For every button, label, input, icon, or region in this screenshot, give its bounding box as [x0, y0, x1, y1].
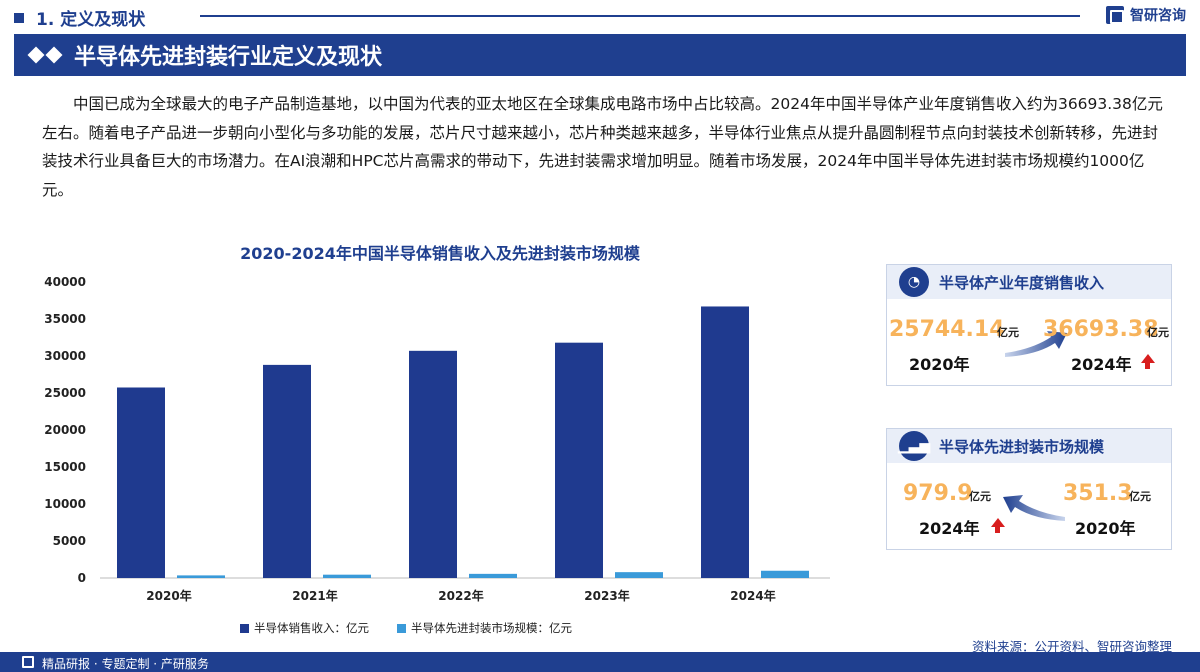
sales-from-unit: 亿元 — [997, 326, 1019, 339]
up-arrow-icon — [991, 518, 1005, 527]
packaging-card-body: 979.9 亿元 2024年 351.3 亿元 2020年 — [887, 463, 1171, 545]
footer-bar: 精品研报 · 专题定制 · 产研服务 — [0, 652, 1200, 672]
footer-text: 精品研报 · 专题定制 · 产研服务 — [42, 657, 209, 671]
brand-logo-icon — [1106, 6, 1124, 24]
pie-chart-icon: ◔ — [899, 267, 929, 297]
diamond-icon — [45, 46, 63, 64]
up-arrow-icon — [1141, 354, 1155, 363]
diamond-icon — [27, 46, 45, 64]
legend-label-packaging: 半导体先进封装市场规模：亿元 — [411, 621, 572, 635]
y-tick-label: 20000 — [44, 423, 86, 437]
legend-item-sales: 半导体销售收入：亿元 — [240, 620, 369, 636]
bar-packaging — [469, 573, 517, 578]
packaging-card-header: ▁▃▅ 半导体先进封装市场规模 — [887, 429, 1171, 463]
y-tick-label: 25000 — [44, 386, 86, 400]
legend-label-sales: 半导体销售收入：亿元 — [254, 621, 369, 635]
bar-sales — [117, 387, 165, 578]
sales-card-header: ◔ 半导体产业年度销售收入 — [887, 265, 1171, 299]
sales-card-title: 半导体产业年度销售收入 — [939, 273, 1105, 292]
up-arrow-stem — [1145, 363, 1150, 369]
sales-from-year: 2020年 — [909, 355, 970, 374]
legend-item-packaging: 半导体先进封装市场规模：亿元 — [397, 620, 572, 636]
y-tick-label: 10000 — [44, 497, 86, 511]
y-tick-label: 15000 — [44, 460, 86, 474]
legend-swatch-sales — [240, 623, 249, 633]
intro-paragraph: 中国已成为全球最大的电子产品制造基地，以中国为代表的亚太地区在全球集成电路市场中… — [42, 95, 1163, 199]
bar-packaging — [761, 570, 809, 578]
bar-sales — [409, 350, 457, 578]
bar-chart-icon: ▁▃▅ — [898, 431, 930, 461]
sales-card-body: 25744.14 亿元 2020年 36693.38 亿元 2024年 — [887, 299, 1171, 381]
y-tick-label: 0 — [78, 571, 86, 585]
bar-packaging — [615, 572, 663, 578]
x-tick-label: 2022年 — [438, 588, 483, 603]
title-band: 半导体先进封装行业定义及现状 — [14, 34, 1186, 76]
bar-packaging — [177, 575, 225, 578]
up-arrow-stem — [995, 527, 1000, 533]
bar-packaging — [323, 574, 371, 578]
brand: 智研咨询 — [1106, 5, 1186, 25]
packaging-old-unit: 亿元 — [1129, 490, 1151, 503]
trend-arrow-icon — [1005, 331, 1067, 357]
packaging-card: ▁▃▅ 半导体先进封装市场规模 979.9 亿元 2024年 351.3 亿元 … — [886, 428, 1172, 550]
legend-swatch-packaging — [397, 623, 406, 633]
packaging-new-unit: 亿元 — [969, 490, 991, 503]
top-rule — [200, 15, 1080, 17]
x-tick-label: 2024年 — [730, 588, 775, 603]
sales-to-unit: 亿元 — [1147, 326, 1169, 339]
packaging-card-title: 半导体先进封装市场规模 — [939, 437, 1105, 456]
y-tick-label: 30000 — [44, 349, 86, 363]
packaging-old-value: 351.3 — [1063, 481, 1133, 506]
x-tick-label: 2021年 — [292, 588, 337, 603]
sales-from-value: 25744.14 — [889, 317, 1005, 342]
brand-name: 智研咨询 — [1130, 8, 1186, 24]
section-label-text: 1. 定义及现状 — [36, 10, 146, 30]
bar-sales — [555, 342, 603, 578]
packaging-new-value: 979.9 — [903, 481, 973, 506]
y-tick-label: 35000 — [44, 312, 86, 326]
x-tick-label: 2020年 — [146, 588, 191, 603]
footer-logo-icon — [22, 656, 34, 668]
page-title: 半导体先进封装行业定义及现状 — [74, 45, 383, 70]
sales-card: ◔ 半导体产业年度销售收入 25744.14 亿元 2020年 36693.38… — [886, 264, 1172, 386]
source-note: 资料来源：公开资料、智研咨询整理 — [971, 639, 1172, 654]
sales-to-year: 2024年 — [1071, 355, 1132, 374]
packaging-new-year: 2024年 — [919, 519, 980, 538]
y-tick-label: 5000 — [53, 534, 86, 548]
x-tick-label: 2023年 — [584, 588, 629, 603]
y-tick-label: 40000 — [44, 275, 86, 289]
bar-sales — [263, 364, 311, 578]
chart-title: 2020-2024年中国半导体销售收入及先进封装市场规模 — [240, 244, 640, 263]
chart-legend: 半导体销售收入：亿元 半导体先进封装市场规模：亿元 — [240, 620, 600, 636]
sales-to-value: 36693.38 — [1043, 317, 1159, 342]
square-bullet-icon — [14, 12, 24, 23]
top-bar: 1. 定义及现状 智研咨询 — [0, 0, 1200, 32]
section-label: 1. 定义及现状 — [14, 5, 145, 30]
bar-sales — [701, 306, 749, 578]
bar-chart: 0 5000 10000 15000 20000 25000 30000 35000 40000… — [44, 275, 830, 603]
packaging-old-year: 2020年 — [1075, 519, 1136, 538]
trend-arrow-icon — [1003, 495, 1065, 521]
